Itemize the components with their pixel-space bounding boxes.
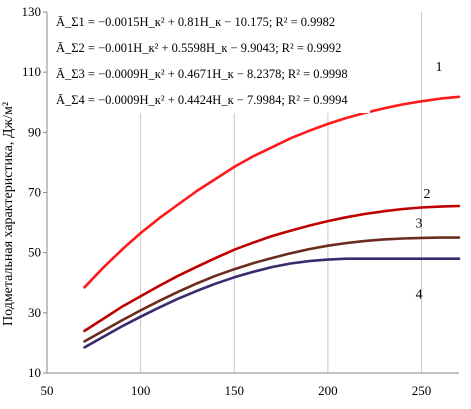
- y-tick-label: 110: [22, 64, 41, 79]
- axes: 50 100 150 200 250 10 30 50 70 90 110 130: [22, 4, 459, 398]
- series-label-1: 1: [436, 60, 443, 75]
- equations-background: [52, 6, 370, 113]
- y-tick-label: 50: [28, 245, 41, 260]
- y-tick-label: 90: [28, 124, 41, 139]
- equation-1: Ā_Σ1 = −0.0015H_к² + 0.81H_к − 10.175; R…: [56, 15, 335, 29]
- series-label-3: 3: [416, 217, 423, 232]
- x-tick-label: 250: [412, 383, 432, 398]
- labels-group: 1 23 4: [416, 60, 443, 303]
- series-line-4: [83, 257, 461, 349]
- y-tick-label: 30: [28, 305, 41, 320]
- x-tick-label: 150: [225, 383, 245, 398]
- series-label-4: 4: [416, 288, 423, 303]
- x-tick-label: 200: [318, 383, 338, 398]
- series-label-2: 2: [424, 187, 431, 202]
- series-line-1: [83, 95, 461, 289]
- equations-box: Ā_Σ1 = −0.0015H_к² + 0.81H_к − 10.175; R…: [52, 6, 370, 113]
- equation-4: Ā_Σ4 = −0.0009H_к² + 0.4424H_к − 7.9984;…: [56, 93, 348, 107]
- y-axis-label: Подметальная характеристика, Дж/м²: [1, 102, 16, 326]
- x-tick-label: 100: [131, 383, 151, 398]
- series-line-2: [83, 204, 461, 333]
- series-line-3: [83, 236, 461, 343]
- equation-3: Ā_Σ3 = −0.0009H_к² + 0.4671H_к − 8.2378;…: [56, 67, 348, 81]
- x-tick-label: 50: [41, 383, 54, 398]
- y-tick-label: 130: [22, 4, 42, 19]
- y-tick-label: 10: [28, 365, 41, 380]
- y-tick-label: 70: [28, 185, 41, 200]
- series-group: [83, 95, 461, 349]
- equation-2: Ā_Σ2 = −0.001H_к² + 0.5598H_к − 9.9043; …: [56, 41, 341, 55]
